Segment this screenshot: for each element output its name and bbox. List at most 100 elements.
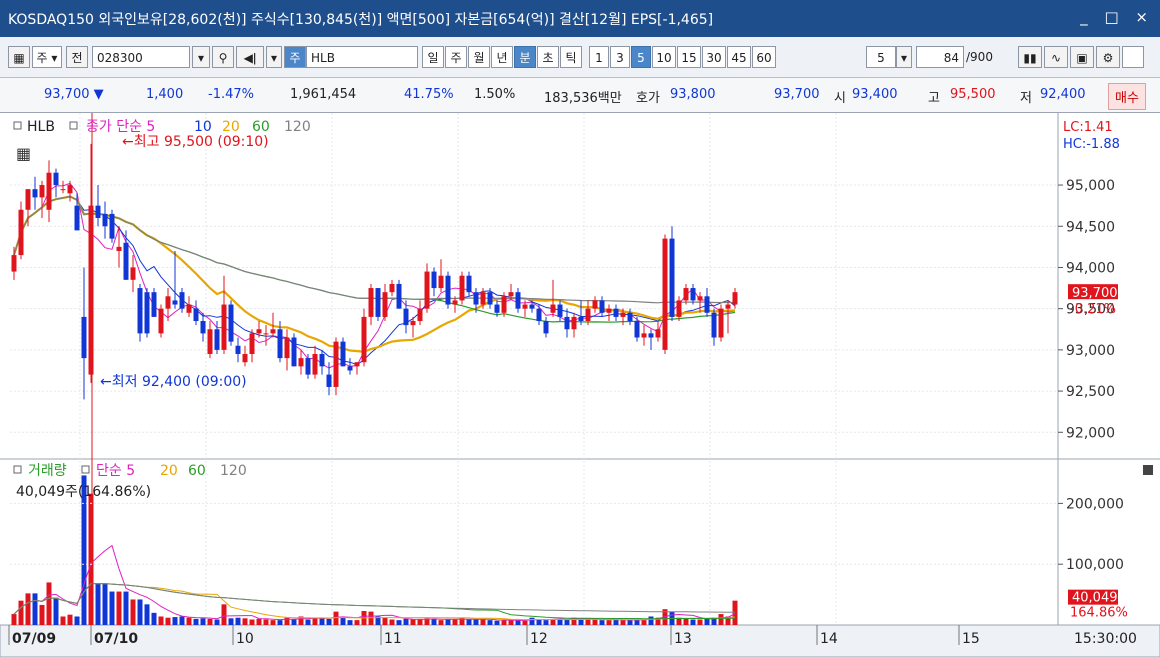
candle-body <box>523 305 528 309</box>
candle-body <box>285 338 290 359</box>
stock-name-field[interactable]: HLB <box>306 46 418 68</box>
candle-body <box>565 317 570 329</box>
candle-body <box>173 300 178 304</box>
candle-body <box>530 305 535 309</box>
period-type-select[interactable]: 주 ▾ <box>32 46 62 68</box>
interval-button-5[interactable]: 5 <box>631 46 651 68</box>
interval-button-60[interactable]: 60 <box>752 46 776 68</box>
save-icon[interactable]: ▣ <box>1070 46 1094 68</box>
volume-bar <box>698 620 703 625</box>
volume-bar <box>33 593 38 625</box>
interval-button-10[interactable]: 10 <box>652 46 676 68</box>
volume-bar <box>621 620 626 625</box>
candle-body <box>635 321 640 337</box>
candle-body <box>110 214 115 239</box>
volume-bar <box>229 618 234 625</box>
period-tab-1[interactable]: 주 <box>445 46 467 68</box>
volume-bar <box>446 620 451 625</box>
indicator-icon[interactable]: ∿ <box>1044 46 1068 68</box>
candle-body <box>467 276 472 292</box>
volume-bar <box>215 620 220 625</box>
volume-bar <box>404 619 409 625</box>
interval-dropdown-icon[interactable]: ▾ <box>896 46 912 68</box>
interval-button-30[interactable]: 30 <box>702 46 726 68</box>
candle-body <box>726 305 731 309</box>
stock-chart[interactable]: 95,000 94,500 94,000 93,500 93,000 92,500 92,0… <box>0 113 1160 657</box>
candle-body <box>572 317 577 329</box>
window-controls[interactable]: _ □ × <box>1080 8 1154 26</box>
volume-bar <box>383 618 388 625</box>
period-tab-5[interactable]: 초 <box>537 46 559 68</box>
volume-bar <box>600 620 605 625</box>
volume-bar <box>173 617 178 625</box>
volume-bar <box>180 616 185 625</box>
candle-body <box>19 210 24 255</box>
candle-body <box>131 267 136 279</box>
lc-label: LC:1.41 <box>1063 120 1113 135</box>
ma-legend-10: 10 <box>194 119 212 135</box>
volume-bar <box>467 620 472 625</box>
buy-button[interactable]: 매수 <box>1108 83 1146 110</box>
gear-icon[interactable]: ⚙ <box>1096 46 1120 68</box>
volume-bar <box>166 618 171 625</box>
interval-button-15[interactable]: 15 <box>677 46 701 68</box>
candle-body <box>628 313 633 321</box>
volume-bar <box>222 604 227 625</box>
candle-body <box>33 189 38 197</box>
volume-bar <box>306 620 311 625</box>
volume-bar <box>124 592 129 625</box>
interval-button-3[interactable]: 3 <box>610 46 630 68</box>
code-dropdown-icon[interactable]: ▾ <box>192 46 210 68</box>
candle-body <box>558 305 563 317</box>
candle-body <box>712 313 717 338</box>
candle-body <box>299 358 304 366</box>
volume-bar <box>89 494 94 625</box>
candle-body <box>222 305 227 350</box>
volume-bar <box>61 616 66 625</box>
period-tab-3[interactable]: 년 <box>491 46 513 68</box>
close-icon[interactable]: × <box>1135 8 1154 26</box>
maximize-icon[interactable]: □ <box>1104 8 1124 26</box>
option-checkbox[interactable] <box>1122 46 1144 68</box>
candle-body <box>579 317 584 321</box>
volume-bar <box>201 618 206 625</box>
volume-bar <box>495 621 500 625</box>
candle-body <box>313 354 318 375</box>
period-tab-4[interactable]: 분 <box>514 46 536 68</box>
candle-body <box>474 292 479 304</box>
period-tab-0[interactable]: 일 <box>422 46 444 68</box>
volume-bar <box>355 620 360 625</box>
stock-code-input[interactable]: 028300 <box>92 46 190 68</box>
turnover-rate: 1.50% <box>474 87 515 102</box>
volume-bar <box>138 599 143 625</box>
volume-bar <box>208 619 213 625</box>
bar-count-input[interactable]: 84 <box>916 46 964 68</box>
candle-body <box>502 296 507 312</box>
candle-body <box>54 173 59 185</box>
candle-body <box>600 300 605 312</box>
current-price-label: 93,700 <box>1072 286 1118 301</box>
minimize-icon[interactable]: _ <box>1080 8 1094 26</box>
chart-type-icon[interactable]: ▦ <box>8 46 30 68</box>
volume-bar <box>152 613 157 625</box>
low-label: 저 <box>1020 87 1032 106</box>
interval-button-45[interactable]: 45 <box>727 46 751 68</box>
market-badge: 주 <box>284 46 306 68</box>
price-tick-label: 93,000 <box>1066 343 1115 359</box>
prev-button[interactable]: 전 <box>66 46 88 68</box>
speaker-dropdown-icon[interactable]: ▾ <box>266 46 282 68</box>
candle-body <box>159 309 164 334</box>
period-tab-6[interactable]: 틱 <box>560 46 582 68</box>
candle-body <box>362 317 367 362</box>
candle-body <box>383 292 388 317</box>
search-icon[interactable]: ⚲ <box>212 46 234 68</box>
speaker-icon[interactable]: ◀ǀ <box>236 46 264 68</box>
interval-select[interactable]: 5 <box>866 46 896 68</box>
volume-bar <box>397 620 402 625</box>
candle-body <box>208 329 213 354</box>
period-tab-2[interactable]: 월 <box>468 46 490 68</box>
volume-bar <box>327 619 332 625</box>
candle-settings-icon[interactable]: ▮▮ <box>1018 46 1042 68</box>
volume-bar <box>530 618 535 625</box>
interval-button-1[interactable]: 1 <box>589 46 609 68</box>
